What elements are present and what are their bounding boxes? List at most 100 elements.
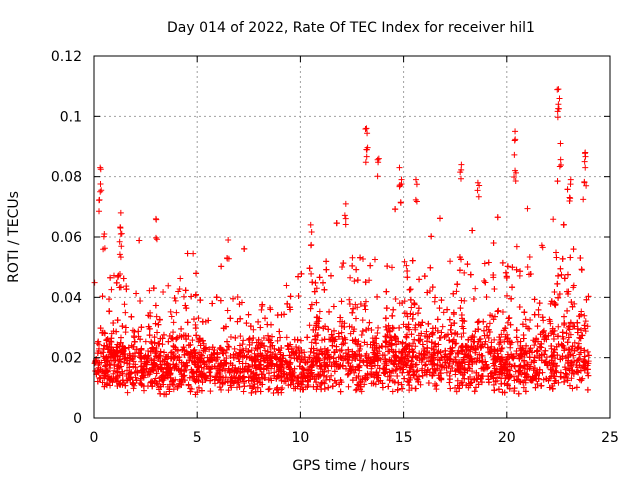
data-point (427, 264, 434, 271)
data-point (185, 350, 192, 357)
data-point (562, 370, 569, 377)
data-point (564, 339, 571, 346)
data-point (549, 383, 556, 390)
data-point (382, 356, 389, 363)
data-point (124, 389, 131, 396)
data-point (185, 381, 192, 388)
data-point (254, 345, 261, 352)
data-point (565, 290, 572, 297)
data-point (423, 328, 430, 335)
data-point (520, 384, 527, 391)
data-point (333, 220, 340, 227)
data-point (383, 288, 390, 295)
data-point (288, 377, 295, 384)
data-point (573, 384, 580, 391)
data-point (553, 254, 560, 261)
data-point (366, 360, 373, 367)
data-point (201, 345, 208, 352)
data-point (232, 334, 239, 341)
data-point (286, 352, 293, 359)
data-point (504, 263, 511, 270)
data-point (360, 255, 367, 262)
data-point (426, 349, 433, 356)
data-point (160, 331, 167, 338)
data-point (114, 352, 121, 359)
data-point (239, 360, 246, 367)
data-point (249, 361, 256, 368)
data-point (362, 298, 369, 305)
data-point (548, 342, 555, 349)
data-point (537, 343, 544, 350)
data-point (264, 348, 271, 355)
data-point (155, 386, 162, 393)
data-point (227, 352, 234, 359)
data-point (460, 356, 467, 363)
data-point (245, 348, 252, 355)
data-point (226, 369, 233, 376)
data-point (113, 279, 120, 286)
data-point (578, 327, 585, 334)
data-point (268, 339, 275, 346)
data-point (412, 362, 419, 369)
data-point (213, 294, 220, 301)
data-point (121, 301, 128, 308)
data-point (266, 370, 273, 377)
data-point (491, 387, 498, 394)
data-point (146, 287, 153, 294)
data-point (561, 364, 568, 371)
data-point (193, 270, 200, 277)
data-point (127, 352, 134, 359)
data-point (166, 386, 173, 393)
data-point (265, 376, 272, 383)
data-point (498, 345, 505, 352)
data-point (459, 317, 466, 324)
data-point (138, 346, 145, 353)
data-point (429, 284, 436, 291)
data-point (338, 323, 345, 330)
data-point (184, 319, 191, 326)
data-point (412, 343, 419, 350)
data-point (240, 388, 247, 395)
data-point (255, 318, 262, 325)
data-point (577, 335, 584, 342)
data-point (384, 373, 391, 380)
data-point (197, 351, 204, 358)
data-point (433, 386, 440, 393)
data-point (467, 353, 474, 360)
data-point (574, 329, 581, 336)
data-point (432, 294, 439, 301)
data-point (184, 250, 191, 257)
data-point (294, 375, 301, 382)
data-point (552, 301, 559, 308)
data-point (581, 365, 588, 372)
plot-area (94, 56, 610, 418)
data-point (178, 381, 185, 388)
data-point (99, 293, 106, 300)
data-point (485, 335, 492, 342)
data-point (467, 271, 474, 278)
data-point (487, 312, 494, 319)
data-point (282, 358, 289, 365)
data-point (246, 363, 253, 370)
data-point (190, 250, 197, 257)
data-point (310, 383, 317, 390)
data-point (491, 346, 498, 353)
data-point (523, 374, 530, 381)
data-point (571, 339, 578, 346)
data-point (583, 296, 590, 303)
data-point (391, 333, 398, 340)
data-point (243, 320, 250, 327)
data-point (458, 311, 465, 318)
data-point (359, 317, 366, 324)
data-point (491, 313, 498, 320)
data-point (361, 302, 368, 309)
data-point (374, 293, 381, 300)
data-point (517, 338, 524, 345)
data-point (575, 356, 582, 363)
data-point (180, 293, 187, 300)
data-point (555, 294, 562, 301)
data-point (333, 358, 340, 365)
data-point (430, 369, 437, 376)
data-point (399, 355, 406, 362)
data-point (450, 311, 457, 318)
